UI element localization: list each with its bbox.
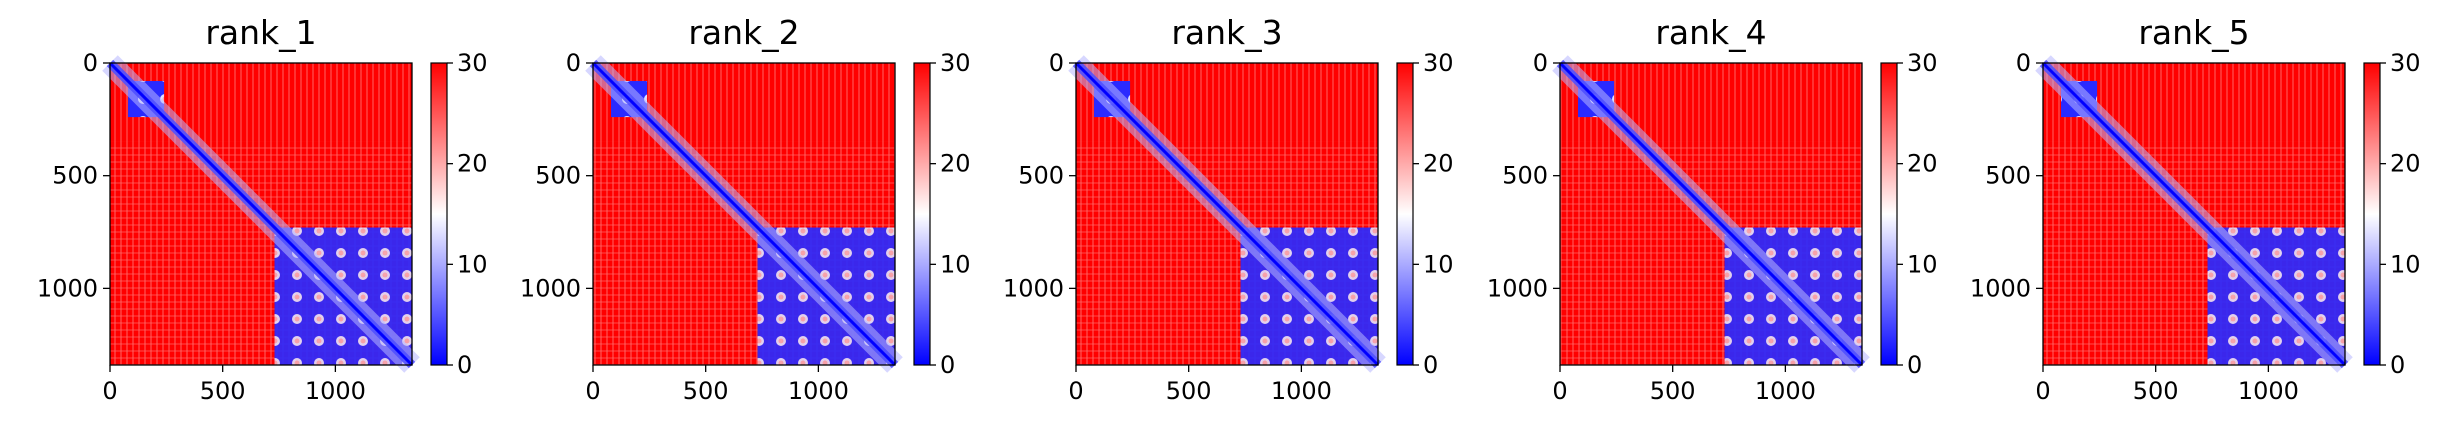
y-tick-label: 1000 <box>1003 274 1064 302</box>
x-tick-label: 1000 <box>305 377 366 405</box>
heatmap-image <box>1068 55 1386 373</box>
colorbar-tick-label: 30 <box>940 49 971 77</box>
y-tick-label: 1000 <box>1970 274 2031 302</box>
colorbar-tick-label: 20 <box>457 150 488 178</box>
y-tick-label: 500 <box>535 162 581 190</box>
x-tick-label: 500 <box>1650 377 1696 405</box>
heatmap-image <box>2035 55 2353 373</box>
x-tick-label: 1000 <box>1271 377 1332 405</box>
x-tick-label: 0 <box>1552 377 1567 405</box>
colorbar: 0 10 20 30 <box>430 49 488 379</box>
colorbar-tick-label: 10 <box>1423 250 1454 278</box>
panel-title: rank_1 <box>205 13 316 52</box>
x-tick-label: 0 <box>102 377 117 405</box>
x-tick-label: 1000 <box>1755 377 1816 405</box>
colorbar-tick-label: 0 <box>1423 351 1438 379</box>
colorbar-tick-label: 20 <box>1907 150 1938 178</box>
colorbar-tick-label: 30 <box>2390 49 2421 77</box>
colorbar: 0 10 20 30 <box>2363 49 2421 379</box>
x-tick-label: 1000 <box>788 377 849 405</box>
colorbar-tick-label: 30 <box>457 49 488 77</box>
y-tick-label: 500 <box>1985 162 2031 190</box>
colorbar-tick-label: 20 <box>940 150 971 178</box>
y-tick-label: 1000 <box>1487 274 1548 302</box>
x-tick-label: 500 <box>2133 377 2179 405</box>
colorbar-tick-label: 20 <box>1423 150 1454 178</box>
y-tick-label: 0 <box>1049 49 1064 77</box>
panel-title: rank_2 <box>688 13 799 52</box>
y-tick-label: 0 <box>83 49 98 77</box>
y-tick-label: 500 <box>1018 162 1064 190</box>
colorbar-tick-label: 0 <box>2390 351 2405 379</box>
y-tick-label: 0 <box>2016 49 2031 77</box>
y-tick-label: 0 <box>1533 49 1548 77</box>
heatmap-panel-3: rank_3 0 500 1000 0 500 1000 0 10 20 30 <box>1003 13 1454 405</box>
heatmap-image <box>1552 55 1870 373</box>
x-tick-label: 500 <box>200 377 246 405</box>
colorbar-tick-label: 20 <box>2390 150 2421 178</box>
x-tick-label: 1000 <box>2238 377 2299 405</box>
heatmap-panel-1: rank_1 0 500 1000 0 500 1000 0 10 20 30 <box>37 13 488 405</box>
colorbar-tick-label: 0 <box>940 351 955 379</box>
panel-title: rank_3 <box>1171 13 1282 52</box>
heatmap-panel-5: rank_5 0 500 1000 0 500 1000 0 10 20 30 <box>1970 13 2421 405</box>
heatmap-panel-4: rank_4 0 500 1000 0 500 1000 0 10 20 30 <box>1487 13 1938 405</box>
colorbar-tick-label: 30 <box>1907 49 1938 77</box>
colorbar-tick-label: 10 <box>1907 250 1938 278</box>
colorbar: 0 10 20 30 <box>1880 49 1938 379</box>
colorbar-tick-label: 10 <box>457 250 488 278</box>
colorbar-tick-label: 10 <box>2390 250 2421 278</box>
y-tick-label: 500 <box>1502 162 1548 190</box>
colorbar-tick-label: 30 <box>1423 49 1454 77</box>
x-tick-label: 0 <box>2035 377 2050 405</box>
y-tick-label: 1000 <box>520 274 581 302</box>
x-tick-label: 500 <box>683 377 729 405</box>
colorbar-tick-label: 0 <box>457 351 472 379</box>
x-tick-label: 0 <box>1068 377 1083 405</box>
panel-title: rank_4 <box>1655 13 1766 52</box>
colorbar: 0 10 20 30 <box>1396 49 1454 379</box>
y-tick-label: 1000 <box>37 274 98 302</box>
panel-title: rank_5 <box>2138 13 2249 52</box>
colorbar: 0 10 20 30 <box>913 49 971 379</box>
x-tick-label: 0 <box>585 377 600 405</box>
heatmap-image <box>102 55 420 373</box>
y-tick-label: 0 <box>566 49 581 77</box>
heatmap-panel-2: rank_2 0 500 1000 0 500 1000 0 10 20 30 <box>520 13 971 405</box>
y-tick-label: 500 <box>52 162 98 190</box>
x-tick-label: 500 <box>1166 377 1212 405</box>
colorbar-tick-label: 0 <box>1907 351 1922 379</box>
colorbar-tick-label: 10 <box>940 250 971 278</box>
heatmap-image <box>585 55 903 373</box>
